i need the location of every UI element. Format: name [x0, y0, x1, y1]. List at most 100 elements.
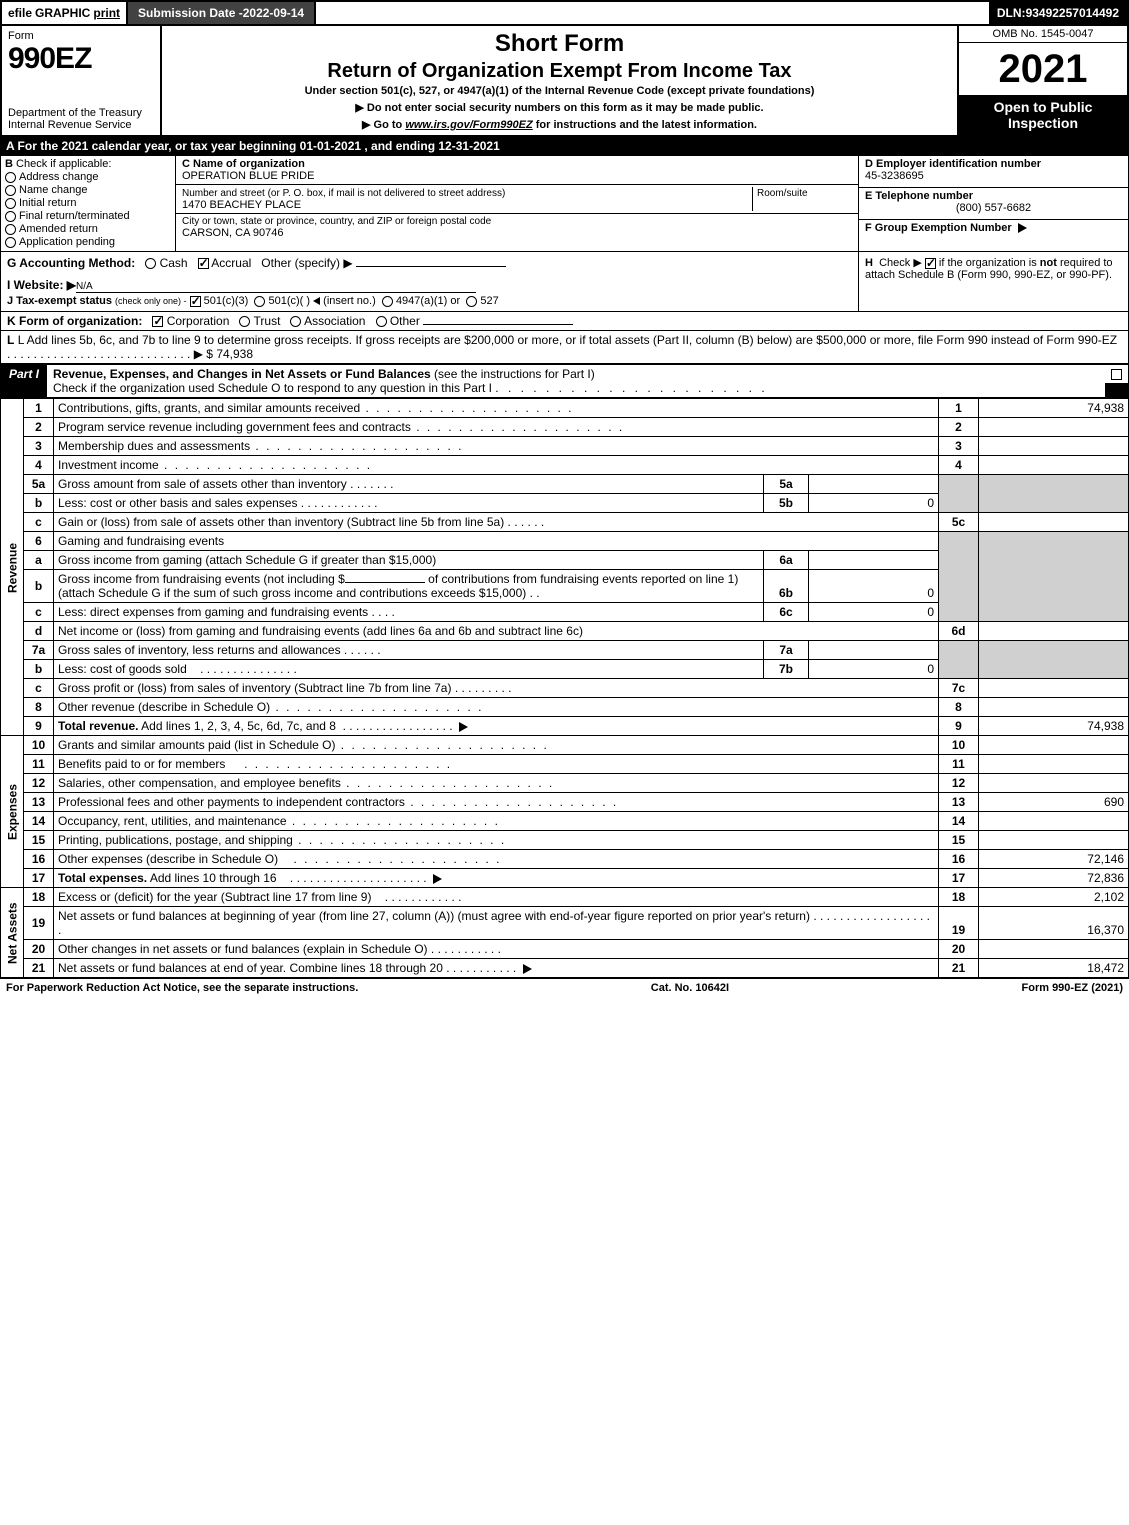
line-7b-subno: 7b — [764, 660, 809, 679]
header-right: OMB No. 1545-0047 2021 Open to Public In… — [957, 26, 1127, 135]
print-link[interactable]: print — [93, 6, 120, 20]
line-6a-subno: 6a — [764, 551, 809, 570]
line-7a-desc: Gross sales of inventory, less returns a… — [54, 641, 764, 660]
line-5a-desc: Gross amount from sale of assets other t… — [54, 475, 764, 494]
chk-application-pending[interactable]: Application pending — [5, 236, 171, 248]
line-5ab-shade-val — [979, 475, 1129, 513]
radio-501c[interactable] — [254, 296, 265, 307]
form-number: 990EZ — [8, 42, 154, 76]
line-6b-subval: 0 — [809, 570, 939, 603]
checkbox-accrual[interactable] — [198, 258, 209, 269]
footer-form: Form 990-EZ (2021) — [1022, 982, 1124, 994]
line-7c-rval — [979, 679, 1129, 698]
radio-icon — [5, 211, 16, 222]
l-dots: . . . . . . . . . . . . . . . . . . . . … — [7, 347, 190, 361]
g-other-field[interactable] — [356, 266, 506, 267]
form-label: Form — [8, 30, 154, 42]
page-footer: For Paperwork Reduction Act Notice, see … — [0, 978, 1129, 997]
chk-501c3[interactable] — [190, 296, 201, 307]
k-label: K Form of organization: — [7, 314, 142, 328]
k-trust: Trust — [254, 314, 281, 328]
c-city-label: City or town, state or province, country… — [182, 216, 852, 227]
section-l: L L Add lines 5b, 6c, and 7b to line 9 t… — [0, 331, 1129, 364]
chk-final-return[interactable]: Final return/terminated — [5, 210, 171, 222]
chk-name-change[interactable]: Name change — [5, 184, 171, 196]
line-8-rno: 8 — [939, 698, 979, 717]
omb-number: OMB No. 1545-0047 — [959, 26, 1127, 43]
radio-cash[interactable] — [145, 258, 156, 269]
submission-label: Submission Date - — [138, 6, 243, 20]
chk-initial-return[interactable]: Initial return — [5, 197, 171, 209]
line-7c-rno: 7c — [939, 679, 979, 698]
line-6-shade — [939, 532, 979, 622]
line-12-no: 12 — [24, 774, 54, 793]
radio-527[interactable] — [466, 296, 477, 307]
header-center: Short Form Return of Organization Exempt… — [162, 26, 957, 135]
part-1-title: Revenue, Expenses, and Changes in Net As… — [47, 365, 1105, 397]
footer-catno: Cat. No. 10642I — [651, 982, 729, 994]
line-8-rval — [979, 698, 1129, 717]
org-city: CARSON, CA 90746 — [182, 227, 852, 239]
chk-schedule-b[interactable] — [925, 258, 936, 269]
line-6b-no: b — [24, 570, 54, 603]
radio-association[interactable] — [290, 316, 301, 327]
line-18-rval: 2,102 — [979, 888, 1129, 907]
efile-graphic-print[interactable]: efile GRAPHIC print — [2, 2, 128, 24]
instruction-goto: ▶ Go to www.irs.gov/Form990EZ for instru… — [172, 118, 947, 131]
j-501c3: 501(c)(3) — [204, 295, 249, 307]
form-subtitle: Under section 501(c), 527, or 4947(a)(1)… — [172, 85, 947, 97]
line-9-no: 9 — [24, 717, 54, 736]
opt-address-change: Address change — [19, 171, 99, 183]
line-1-no: 1 — [24, 399, 54, 418]
line-17-desc: Total expenses. Add lines 10 through 16 … — [54, 869, 939, 888]
line-16-no: 16 — [24, 850, 54, 869]
line-10-desc: Grants and similar amounts paid (list in… — [54, 736, 939, 755]
chk-address-change[interactable]: Address change — [5, 171, 171, 183]
b-label: B — [5, 158, 13, 170]
line-6a-subval — [809, 551, 939, 570]
radio-other-org[interactable] — [376, 316, 387, 327]
form-title: Return of Organization Exempt From Incom… — [172, 60, 947, 83]
k-other: Other — [390, 314, 420, 328]
dln-value: 93492257014492 — [1026, 6, 1119, 20]
c-city-row: City or town, state or province, country… — [176, 214, 858, 241]
room-label: Room/suite — [757, 188, 808, 199]
radio-trust[interactable] — [239, 316, 250, 327]
radio-icon — [5, 237, 16, 248]
line-18-desc: Excess or (deficit) for the year (Subtra… — [54, 888, 939, 907]
line-17-no: 17 — [24, 869, 54, 888]
l-text: L Add lines 5b, 6c, and 7b to line 9 to … — [18, 333, 1117, 347]
line-6-shade-val — [979, 532, 1129, 622]
line-21-no: 21 — [24, 959, 54, 978]
j-527: 527 — [480, 295, 498, 307]
line-4-rval — [979, 456, 1129, 475]
arrow-right-icon — [1018, 223, 1027, 233]
line-4-rno: 4 — [939, 456, 979, 475]
line-6-no: 6 — [24, 532, 54, 551]
irs-link[interactable]: www.irs.gov/Form990EZ — [405, 119, 532, 131]
line-6b-subno: 6b — [764, 570, 809, 603]
chk-schedule-o[interactable] — [1111, 369, 1122, 380]
line-6d-rno: 6d — [939, 622, 979, 641]
opt-name-change: Name change — [19, 184, 88, 196]
k-other-field[interactable] — [423, 324, 573, 325]
line-2-desc: Program service revenue including govern… — [54, 418, 939, 437]
radio-4947[interactable] — [382, 296, 393, 307]
line-15-rval — [979, 831, 1129, 850]
line-7a-no: 7a — [24, 641, 54, 660]
form-header: Form 990EZ Department of the Treasury In… — [0, 26, 1129, 137]
line-2-rval — [979, 418, 1129, 437]
line-11-desc: Benefits paid to or for members — [54, 755, 939, 774]
line-20-rval — [979, 940, 1129, 959]
graphic-text: GRAPHIC — [35, 6, 90, 20]
line-5c-desc: Gain or (loss) from sale of assets other… — [54, 513, 939, 532]
irs-link-text: www.irs.gov/Form990EZ — [405, 119, 532, 131]
department-label: Department of the Treasury Internal Reve… — [8, 107, 154, 131]
arrow-right-icon — [433, 874, 442, 884]
column-g: G Accounting Method: Cash Accrual Other … — [1, 252, 858, 311]
column-b: B Check if applicable: Address change Na… — [1, 156, 176, 251]
line-7a-subval — [809, 641, 939, 660]
chk-amended-return[interactable]: Amended return — [5, 223, 171, 235]
footer-left: For Paperwork Reduction Act Notice, see … — [6, 982, 358, 994]
chk-corporation[interactable] — [152, 316, 163, 327]
